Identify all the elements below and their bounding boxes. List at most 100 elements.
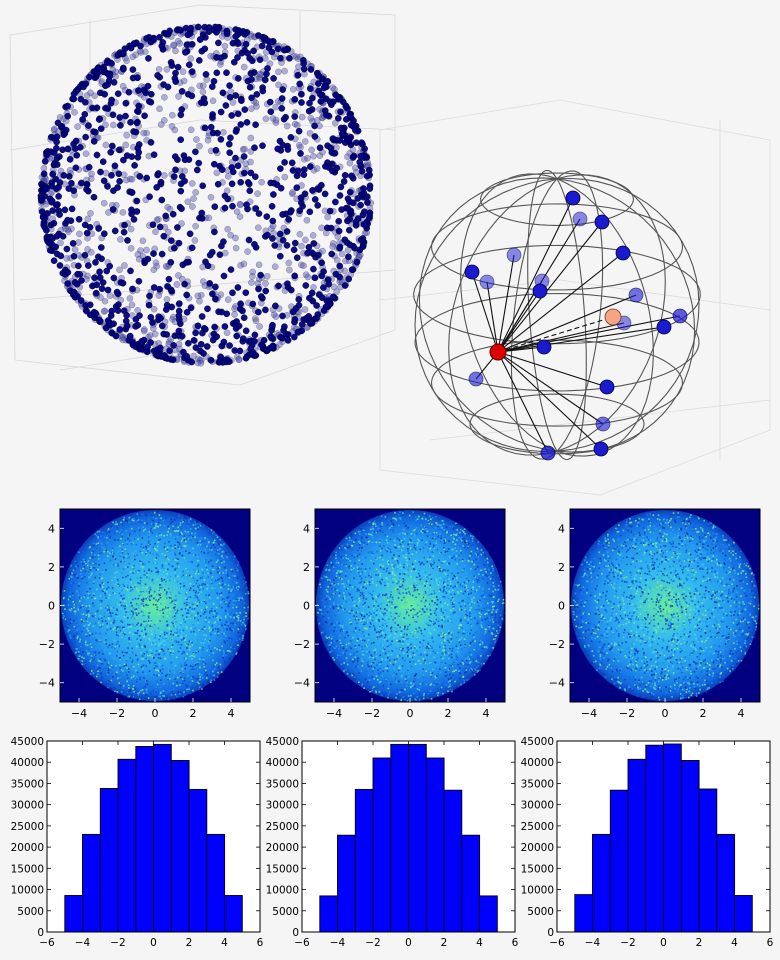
density-cell xyxy=(138,644,141,647)
density-cell xyxy=(142,598,145,601)
sphere-point xyxy=(316,144,324,152)
density-cell xyxy=(99,615,101,617)
density-cell xyxy=(98,577,101,579)
density-cell xyxy=(218,593,221,595)
density-cell xyxy=(105,607,107,609)
sphere-point xyxy=(84,215,92,223)
density-cell xyxy=(226,628,228,631)
density-cell xyxy=(368,533,370,535)
density-cell xyxy=(214,632,216,635)
density-cell xyxy=(112,610,115,613)
density-cell xyxy=(220,586,222,589)
density-cell xyxy=(148,659,150,662)
sphere-point xyxy=(300,155,308,163)
density-cell xyxy=(160,603,162,605)
sphere-point xyxy=(175,327,183,335)
density-cell xyxy=(154,542,156,545)
sphere-point xyxy=(255,261,263,269)
sphere-point xyxy=(274,145,282,153)
sphere-point xyxy=(305,243,313,251)
sphere-point xyxy=(317,91,324,99)
density-cell xyxy=(128,642,130,645)
density-cell xyxy=(158,653,160,656)
sphere-point xyxy=(198,47,206,55)
density-cell xyxy=(185,550,187,552)
density-cell xyxy=(373,641,375,644)
density-cell xyxy=(156,553,158,556)
density-cell xyxy=(78,585,80,587)
sphere-point xyxy=(295,127,303,135)
density-cell xyxy=(171,637,173,640)
sphere-point xyxy=(243,201,250,209)
density-cell xyxy=(116,691,119,693)
density-cell xyxy=(97,545,99,547)
density-cell xyxy=(140,591,142,593)
sphere-point xyxy=(165,338,173,346)
density-cell xyxy=(106,673,109,676)
density-cell xyxy=(407,568,409,571)
density-cell xyxy=(162,650,165,652)
density-cell xyxy=(119,657,121,659)
density-cell xyxy=(231,626,234,629)
sphere-point xyxy=(261,76,269,84)
density-cell xyxy=(71,592,74,595)
density-cell xyxy=(114,532,116,534)
sphere-point xyxy=(309,187,316,194)
density-cell xyxy=(98,640,101,643)
sphere-point xyxy=(164,30,172,38)
density-cell xyxy=(140,565,143,568)
density-cell xyxy=(222,583,225,585)
sphere-point xyxy=(120,307,128,315)
sphere-point xyxy=(190,195,197,203)
density-cell xyxy=(327,617,330,619)
sphere-point xyxy=(279,236,287,244)
density-cell xyxy=(86,547,89,549)
density-cell xyxy=(169,623,172,626)
density-cell xyxy=(140,624,142,627)
density-cell xyxy=(193,608,196,610)
sphere-point xyxy=(228,180,236,188)
density-cell xyxy=(101,617,103,619)
density-cell xyxy=(142,630,145,632)
density-cell xyxy=(208,549,211,551)
density-cell xyxy=(150,570,153,573)
density-cell xyxy=(96,635,98,637)
density-cell xyxy=(213,668,215,671)
density-cell xyxy=(140,610,143,613)
density-cell xyxy=(135,654,137,657)
density-cell xyxy=(189,616,191,618)
density-cell xyxy=(185,588,188,591)
sphere-point xyxy=(291,272,299,280)
density-cell xyxy=(191,680,194,682)
sphere-point xyxy=(53,144,60,152)
density-cell xyxy=(70,575,72,578)
density-cell xyxy=(167,640,169,642)
density-cell xyxy=(198,681,201,683)
sphere-point xyxy=(57,239,64,247)
density-cell xyxy=(123,594,125,596)
density-cell xyxy=(166,575,168,577)
density-cell xyxy=(121,621,124,623)
density-cell xyxy=(247,608,249,611)
density-cell xyxy=(181,525,183,528)
density-cell xyxy=(152,519,154,522)
sphere-point xyxy=(180,348,187,356)
density-cell xyxy=(151,656,154,658)
density-cell xyxy=(184,621,186,623)
density-cell xyxy=(105,597,107,599)
density-cell xyxy=(170,593,172,596)
density-cell xyxy=(496,632,499,635)
density-cell xyxy=(87,654,89,656)
density-cell xyxy=(137,527,140,529)
density-cell xyxy=(64,608,66,610)
density-cell xyxy=(186,612,188,615)
density-cell xyxy=(159,635,161,637)
density-cell xyxy=(169,608,171,610)
density-cell xyxy=(129,656,132,659)
density-cell xyxy=(110,525,113,528)
density-cell xyxy=(119,545,121,547)
density-cell xyxy=(194,601,197,604)
density-cell xyxy=(175,602,177,605)
density-cell xyxy=(68,638,70,641)
